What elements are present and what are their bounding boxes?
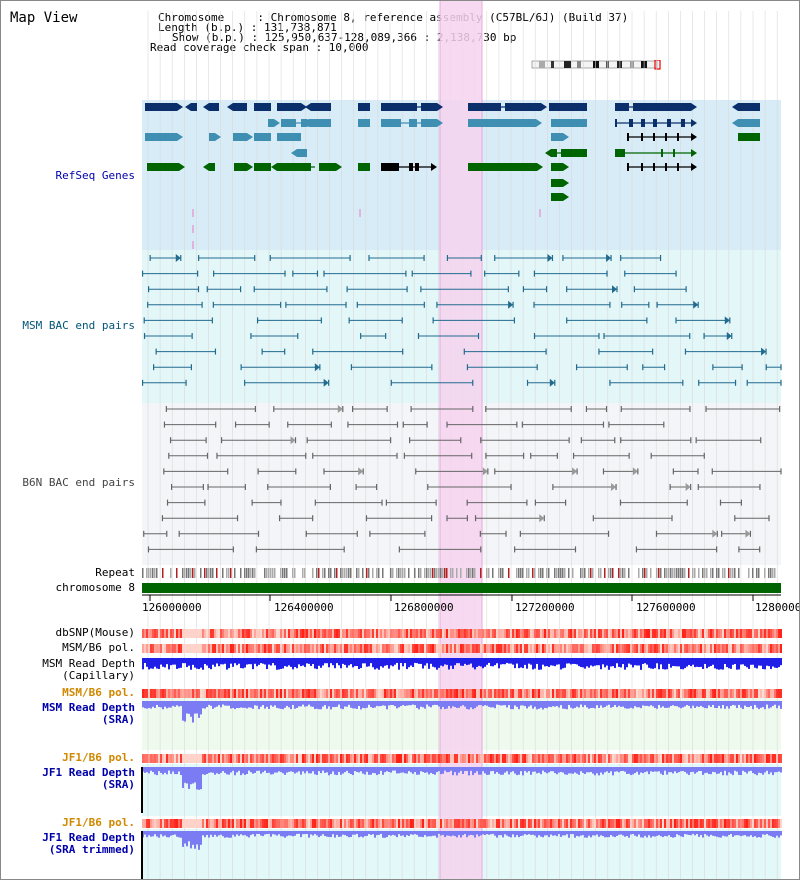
track-label-jf1-pol: JF1/B6 pol. <box>62 751 135 764</box>
label-line: (SRA trimmed) <box>48 843 135 856</box>
jf1-b6-pol-heat-2 <box>142 819 782 828</box>
msm-bac-track[interactable] <box>141 254 782 387</box>
label-line: MSM Read Depth <box>42 657 135 670</box>
label-line: (SRA) <box>101 778 135 791</box>
track-label-repeat: Repeat <box>95 566 135 579</box>
dbsnp-heat <box>142 629 782 638</box>
label-line: MSM Read Depth <box>42 701 135 714</box>
axis-tick-label: 126400000 <box>274 601 334 614</box>
jf1-b6-pol-heat <box>142 754 782 763</box>
label-line: JF1 Read Depth <box>42 831 135 844</box>
msm-depth-sra <box>142 701 782 723</box>
track-label-msm-depth-capillary: MSM Read Depth (Capillary) <box>42 658 135 682</box>
repeat-track[interactable] <box>142 568 776 578</box>
track-label-jf1-depth: JF1 Read Depth (SRA) <box>42 767 135 791</box>
track-label-jf1-pol-2: JF1/B6 pol. <box>62 816 135 829</box>
refseq-genes-track[interactable] <box>145 103 760 249</box>
axis-tick-label: 127600000 <box>636 601 696 614</box>
b6n-bac-track[interactable] <box>143 405 782 553</box>
msm-b6-pol-heat-2 <box>142 689 782 698</box>
track-label-chromosome: chromosome 8 <box>55 581 135 594</box>
axis-tick-label: 128000000 <box>755 601 799 614</box>
track-label-jf1-depth-trimmed: JF1 Read Depth (SRA trimmed) <box>42 832 135 856</box>
track-label-refseq: RefSeq Genes <box>55 169 135 182</box>
axis-tick-label: 127200000 <box>515 601 575 614</box>
page-title: Map View <box>10 10 78 26</box>
jf1-depth-sra <box>142 767 782 790</box>
length-info: Length (b.p.) : 131,738,871 <box>158 21 337 34</box>
track-label-msm-b6-pol: MSM/B6 pol. <box>62 641 135 654</box>
chromosome-bar <box>142 583 781 593</box>
coverage-span-info: Read coverage check span : 10,000 <box>150 41 369 54</box>
track-label-msm-depth-sra: MSM Read Depth (SRA) <box>42 702 135 726</box>
track-label-b6n-bac: B6N BAC end pairs <box>22 476 135 489</box>
track-label-msm-b6-pol-2: MSM/B6 pol. <box>62 686 135 699</box>
msm-b6-pol-heat <box>142 644 782 653</box>
label-line: (Capillary) <box>62 669 135 682</box>
track-label-msm-bac: MSM BAC end pairs <box>22 319 135 332</box>
msm-depth-capillary <box>142 658 782 670</box>
label-line: (SRA) <box>101 713 135 726</box>
axis-tick-label: 126800000 <box>394 601 454 614</box>
label-line: JF1 Read Depth <box>42 766 135 779</box>
jf1-depth-trimmed <box>142 831 782 850</box>
track-label-dbsnp: dbSNP(Mouse) <box>55 626 135 639</box>
axis-tick-label: 126000000 <box>142 601 202 614</box>
